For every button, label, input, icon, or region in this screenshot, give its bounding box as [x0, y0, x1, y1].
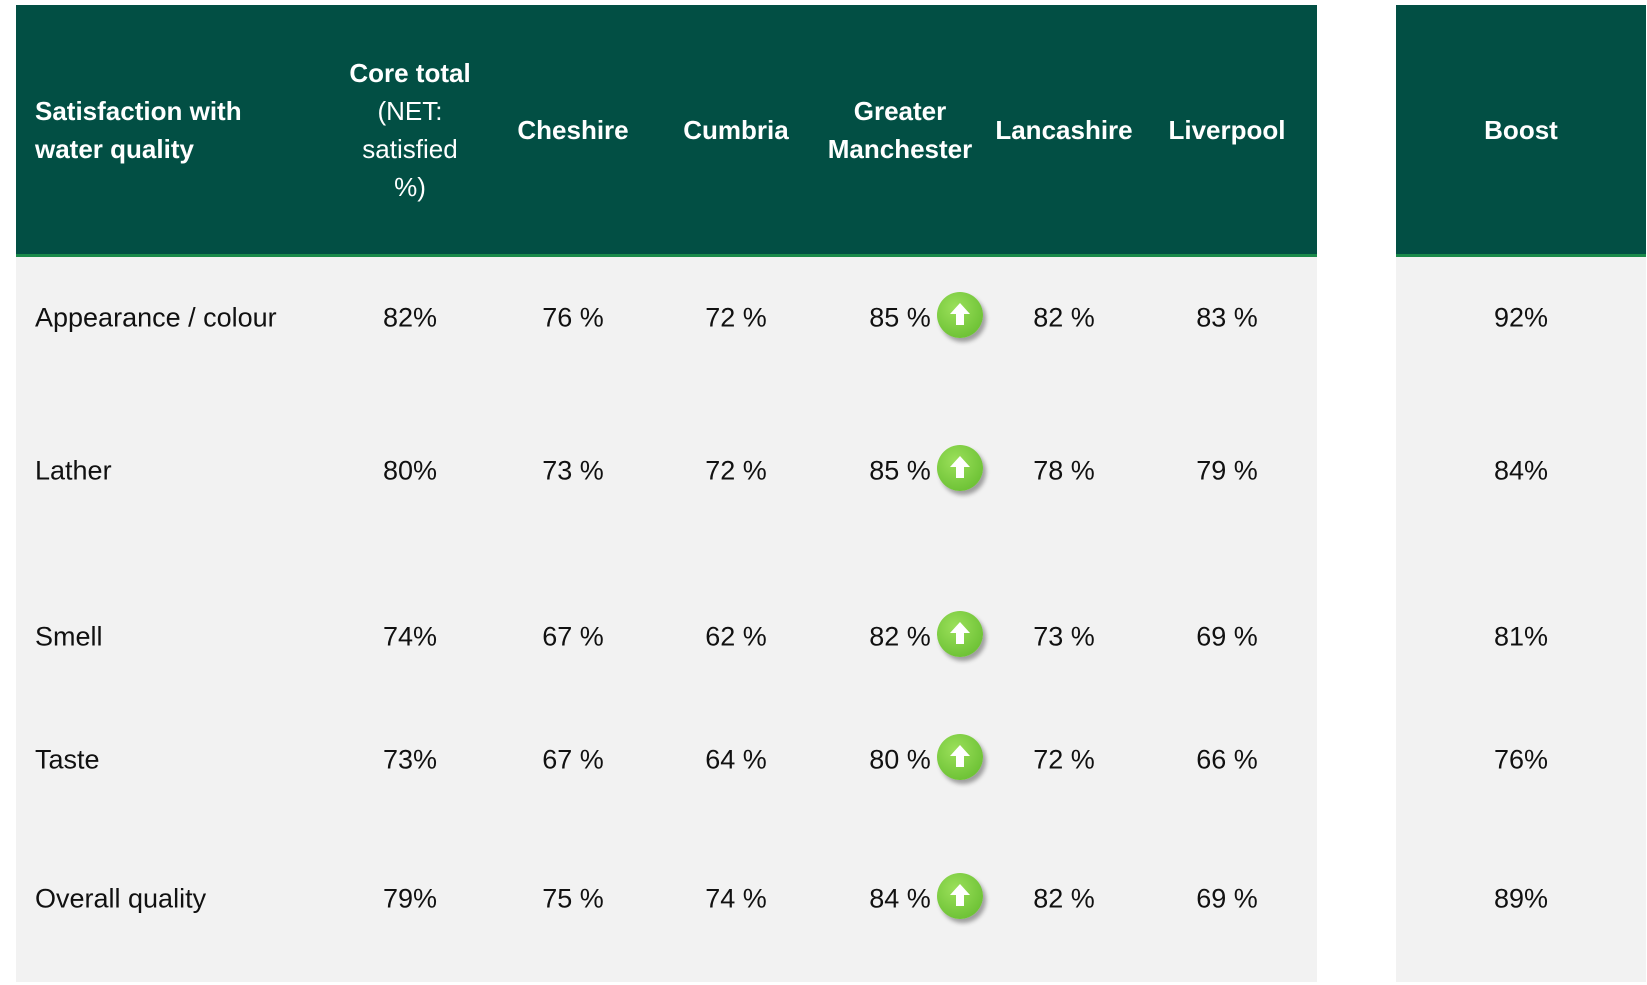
boost-value: 81% [1493, 621, 1549, 652]
header-band [16, 5, 1317, 257]
region-value: 74 % [705, 883, 767, 914]
region-value: 64 % [705, 744, 767, 775]
boost-value: 84% [1493, 455, 1549, 486]
up-arrow-icon [937, 611, 983, 657]
core-value: 73% [382, 744, 438, 775]
arrow-shape [950, 622, 970, 644]
arrow-glyph [950, 622, 970, 644]
region-value: 80 % [869, 744, 931, 775]
region-value: 72 % [1033, 744, 1095, 775]
header-column: Liverpool [1168, 114, 1286, 145]
boost-header-band [1396, 5, 1646, 257]
region-value: 85 % [869, 455, 931, 486]
header-column: Lancashire [995, 114, 1133, 145]
region-value: 67 % [542, 744, 604, 775]
header-core-title: Core total [349, 57, 471, 88]
region-value: 66 % [1196, 744, 1258, 775]
arrow-glyph [950, 456, 970, 478]
arrow-glyph [950, 745, 970, 767]
up-arrow-icon [937, 734, 983, 780]
header-title: Satisfaction with water quality [35, 95, 242, 164]
region-value: 78 % [1033, 455, 1095, 486]
header-column: Cumbria [683, 114, 789, 145]
region-value: 75 % [542, 883, 604, 914]
header-core: Core total (NET: satisfied %) [345, 5, 475, 254]
region-value: 76 % [542, 302, 604, 333]
up-arrow-icon [937, 292, 983, 338]
region-value: 72 % [705, 455, 767, 486]
region-value: 73 % [542, 455, 604, 486]
header-boost: Boost [1484, 114, 1558, 145]
core-value: 82% [382, 302, 438, 333]
row-label: Overall quality [35, 883, 207, 914]
boost-value: 89% [1493, 883, 1549, 914]
region-value: 84 % [869, 883, 931, 914]
core-value: 79% [382, 883, 438, 914]
region-value: 79 % [1196, 455, 1258, 486]
region-value: 83 % [1196, 302, 1258, 333]
region-value: 82 % [1033, 302, 1095, 333]
row-label: Appearance / colour [35, 302, 277, 333]
row-label: Taste [35, 744, 100, 775]
header-core-note: (NET: satisfied %) [362, 95, 458, 202]
region-value: 62 % [705, 621, 767, 652]
boost-value: 92% [1493, 302, 1549, 333]
arrow-shape [950, 884, 970, 906]
region-value: 82 % [1033, 883, 1095, 914]
row-label: Lather [35, 455, 112, 486]
arrow-glyph [950, 884, 970, 906]
arrow-glyph [950, 303, 970, 325]
arrow-shape [950, 456, 970, 478]
region-value: 69 % [1196, 883, 1258, 914]
core-value: 74% [382, 621, 438, 652]
arrow-shape [950, 303, 970, 325]
region-value: 72 % [705, 302, 767, 333]
region-value: 73 % [1033, 621, 1095, 652]
arrow-shape [950, 745, 970, 767]
header-column: Cheshire [517, 114, 629, 145]
up-arrow-icon [937, 873, 983, 919]
region-value: 67 % [542, 621, 604, 652]
region-value: 85 % [869, 302, 931, 333]
region-value: 82 % [869, 621, 931, 652]
region-value: 69 % [1196, 621, 1258, 652]
row-label: Smell [35, 621, 103, 652]
core-value: 80% [382, 455, 438, 486]
header-column: Greater Manchester [827, 95, 973, 164]
boost-value: 76% [1493, 744, 1549, 775]
up-arrow-icon [937, 445, 983, 491]
